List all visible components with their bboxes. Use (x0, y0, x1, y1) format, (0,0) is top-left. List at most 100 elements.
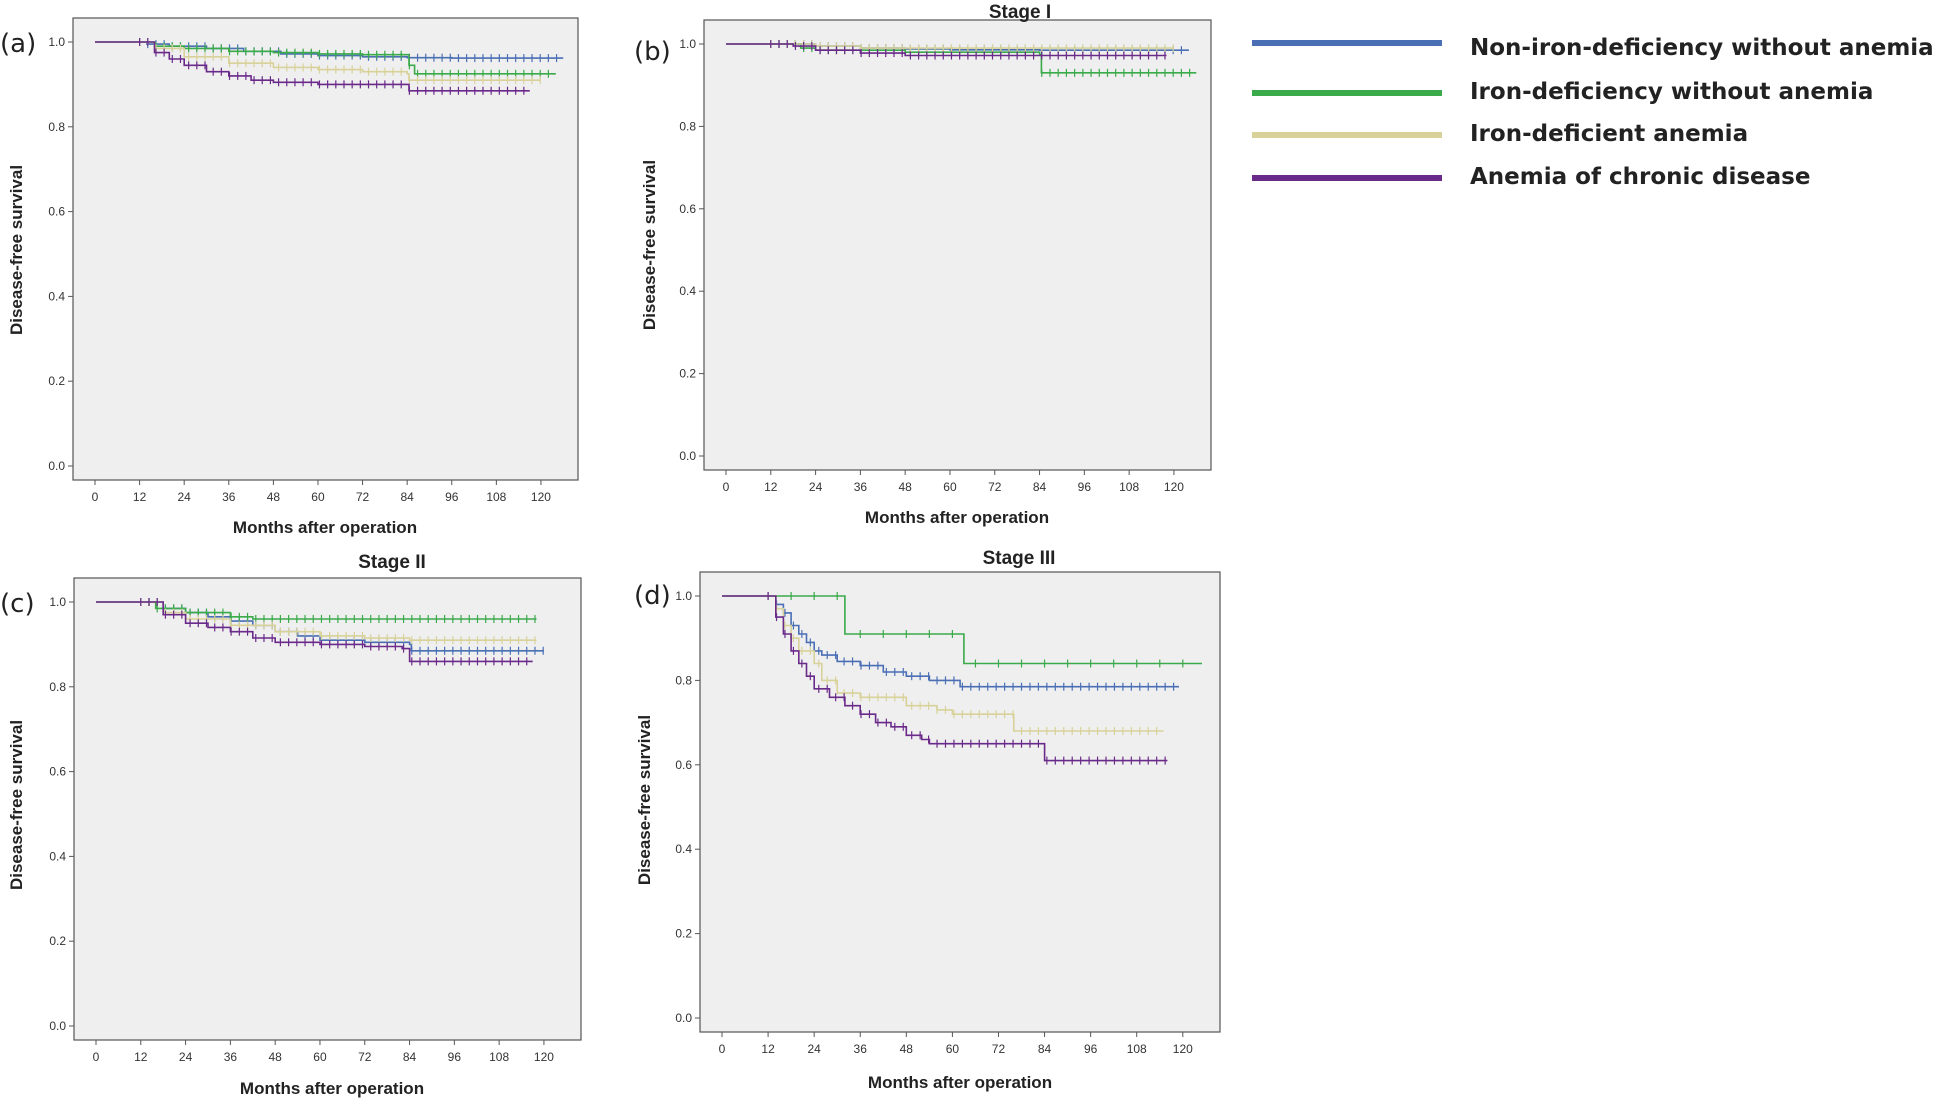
censor-marks-2 (767, 592, 1184, 668)
chart-panel-2: 0.0 0.2 0.4 0.6 0.8 1.0 0 12 24 36 48 60 72 84 96 108 12… (634, 2, 1212, 527)
y-tick-label: 0.8 (48, 120, 65, 134)
panel-title: Stage I (989, 2, 1051, 23)
y-axis-title: Disease-free survival (7, 165, 26, 335)
y-tick-label: 0.2 (679, 367, 696, 381)
x-tick-label: 12 (764, 480, 778, 494)
x-tick-label: 108 (489, 1050, 509, 1064)
chart-panel-1: 0.0 0.2 0.4 0.6 0.8 1.0 0 12 24 36 48 60 72 84 96 108 12… (0, 17, 579, 537)
censor-marks-1 (767, 592, 1175, 691)
x-tick-label: 36 (854, 480, 868, 494)
x-tick-label: 60 (946, 1042, 960, 1056)
y-tick-label: 0.4 (48, 289, 65, 303)
y-tick-label: 1.0 (48, 35, 65, 49)
panel-label: (b) (634, 37, 671, 67)
x-tick-label: 96 (445, 490, 459, 504)
x-tick-label: 36 (222, 490, 236, 504)
x-tick-label: 96 (1078, 480, 1092, 494)
panel-title: Stage III (983, 548, 1056, 569)
x-tick-label: 60 (313, 1050, 327, 1064)
x-tick-label: 12 (133, 490, 147, 504)
x-tick-label: 96 (448, 1050, 462, 1064)
x-tick-label: 36 (224, 1050, 238, 1064)
plot-area (73, 577, 582, 1041)
y-tick-label: 0.6 (679, 202, 696, 216)
legend-label-iron-deficient-anemia: Iron-deficient anemia (1470, 121, 1748, 147)
y-tick-label: 0.4 (49, 849, 66, 863)
y-tick-label: 0.4 (675, 842, 692, 856)
panel-label: (d) (634, 581, 671, 611)
y-tick-label: 0.2 (49, 934, 66, 948)
series-line-4 (722, 595, 1168, 762)
legend-label-non-iron-deficiency: Non-iron-deficiency without anemia (1470, 35, 1934, 61)
x-axis-title: Months after operation (865, 508, 1049, 527)
plot-area (72, 17, 579, 481)
x-axis-title: Months after operation (233, 518, 417, 537)
plot-area (703, 19, 1212, 471)
panel-title: Stage II (358, 552, 426, 573)
censor-marks-3 (140, 598, 536, 645)
y-tick-label: 0.8 (679, 119, 696, 133)
legend: Non-iron-deficiency without anemia Iron-… (1252, 35, 1934, 190)
y-tick-label: 0.4 (679, 284, 696, 298)
censor-marks-4 (138, 38, 525, 95)
x-tick-label: 84 (1033, 480, 1047, 494)
chart-panel-3: 0.0 0.2 0.4 0.6 0.8 1.0 0 12 24 36 48 60 72 84 96 108 12… (0, 552, 582, 1098)
plot-area (699, 571, 1221, 1033)
x-tick-label: 24 (178, 490, 192, 504)
x-tick-label: 24 (807, 1042, 821, 1056)
x-tick-label: 48 (268, 1050, 282, 1064)
x-tick-label: 0 (92, 490, 99, 504)
series-line-4 (726, 43, 1167, 57)
legend-label-anemia-chronic-disease: Anemia of chronic disease (1470, 164, 1810, 190)
x-tick-label: 108 (1127, 1042, 1147, 1056)
y-tick-label: 1.0 (49, 595, 66, 609)
x-tick-label: 60 (311, 490, 325, 504)
y-tick-label: 0.0 (675, 1011, 692, 1025)
y-tick-label: 0.8 (675, 673, 692, 687)
x-tick-label: 48 (267, 490, 281, 504)
x-tick-label: 48 (898, 480, 912, 494)
x-tick-label: 108 (1119, 480, 1139, 494)
censor-marks-4 (140, 598, 528, 666)
y-tick-label: 0.0 (49, 1019, 66, 1033)
x-tick-label: 96 (1084, 1042, 1098, 1056)
x-tick-label: 60 (943, 480, 957, 494)
x-tick-label: 0 (93, 1050, 100, 1064)
x-tick-label: 72 (988, 480, 1002, 494)
panels: 0.0 0.2 0.4 0.6 0.8 1.0 0 12 24 36 48 60 72 84 96 108 12… (0, 2, 1221, 1098)
chart-panel-4: 0.0 0.2 0.4 0.6 0.8 1.0 0 12 24 36 48 60 72 84 96 108 12… (634, 548, 1221, 1092)
series-line-1 (722, 595, 1179, 688)
x-tick-label: 0 (723, 480, 730, 494)
y-tick-label: 0.8 (49, 680, 66, 694)
x-tick-label: 12 (134, 1050, 148, 1064)
x-axis-title: Months after operation (868, 1073, 1052, 1092)
y-axis-title: Disease-free survival (640, 160, 659, 330)
x-tick-label: 108 (486, 490, 506, 504)
x-tick-label: 24 (179, 1050, 193, 1064)
x-tick-label: 72 (358, 1050, 372, 1064)
x-tick-label: 12 (761, 1042, 775, 1056)
x-tick-label: 84 (403, 1050, 417, 1064)
y-tick-label: 0.2 (675, 927, 692, 941)
y-tick-label: 0.2 (48, 374, 65, 388)
y-tick-label: 0.0 (679, 449, 696, 463)
x-tick-label: 36 (854, 1042, 868, 1056)
x-tick-label: 120 (1164, 480, 1184, 494)
x-tick-label: 120 (531, 490, 551, 504)
x-tick-label: 84 (1038, 1042, 1052, 1056)
x-tick-label: 120 (534, 1050, 554, 1064)
x-tick-label: 84 (400, 490, 414, 504)
x-tick-label: 48 (900, 1042, 914, 1056)
y-tick-label: 0.0 (48, 459, 65, 473)
censor-marks-4 (767, 592, 1166, 765)
x-tick-label: 72 (992, 1042, 1006, 1056)
series-line-2 (722, 595, 1202, 665)
y-tick-label: 1.0 (675, 589, 692, 603)
y-axis-title: Disease-free survival (635, 715, 654, 885)
x-tick-label: 120 (1173, 1042, 1193, 1056)
series-line-3 (95, 41, 541, 81)
y-tick-label: 0.6 (675, 758, 692, 772)
series-line-4 (95, 41, 530, 92)
x-tick-label: 24 (809, 480, 823, 494)
